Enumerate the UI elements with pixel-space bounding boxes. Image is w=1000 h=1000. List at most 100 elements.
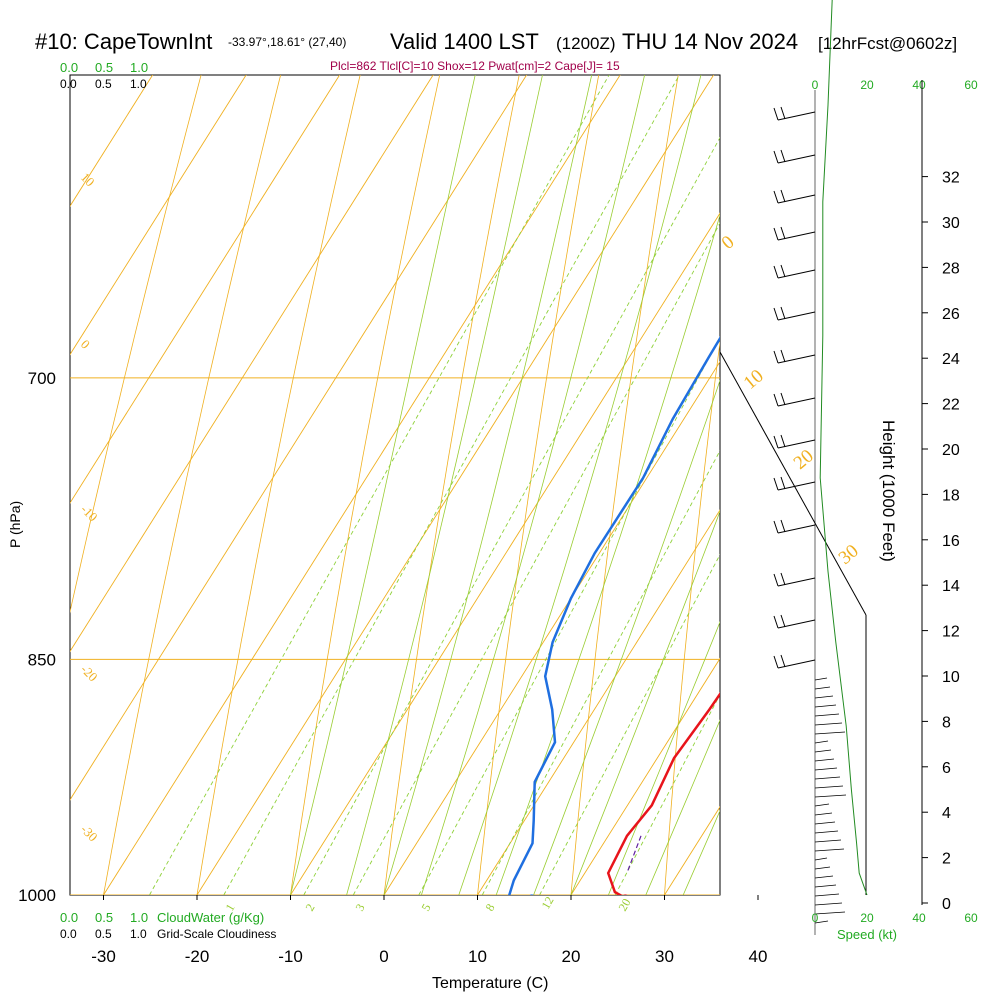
forecast-run: [12hrFcst@0602z] xyxy=(818,34,957,53)
height-axis-label: Height (1000 Feet) xyxy=(879,420,898,562)
mixing-ratio-label: 3 xyxy=(352,901,367,913)
wind-barb-flag xyxy=(780,264,786,278)
isotherm xyxy=(70,75,434,653)
isotherm-label: 10 xyxy=(78,170,98,190)
wind-barb-low xyxy=(814,902,843,906)
wind-barb xyxy=(777,397,816,407)
wind-barb xyxy=(777,481,816,491)
wind-barb-low xyxy=(814,713,840,717)
temperature-profile xyxy=(606,691,720,895)
wind-barb-low xyxy=(814,686,831,690)
wind-barb xyxy=(777,154,816,164)
adiabat-label: 0 xyxy=(718,232,739,254)
speed-tick-bottom: 0 xyxy=(812,911,819,925)
cloud-top-green-1: 0.5 xyxy=(95,60,113,75)
isotherm xyxy=(0,0,435,924)
station-coords: -33.97°,18.61° (27,40) xyxy=(228,35,346,49)
cloud-bottom-green-2: 1.0 xyxy=(130,910,148,925)
wind-barb-flag xyxy=(773,615,779,629)
valid-time: Valid 1400 LST xyxy=(390,29,539,54)
wind-barb-low xyxy=(814,776,841,780)
speed-tick-top: 40 xyxy=(912,78,926,92)
isotherm xyxy=(70,75,154,207)
mixing-ratio-label: 20 xyxy=(615,896,633,913)
wind-barb xyxy=(777,524,816,534)
wind-barb-flag xyxy=(773,150,779,164)
mixing-ratio-label: 2 xyxy=(302,901,317,913)
dry-adiabat xyxy=(851,0,1000,924)
parcel-path xyxy=(626,835,642,874)
cloud-water-label: CloudWater (g/Kg) xyxy=(157,910,264,925)
wind-barb-flag xyxy=(773,435,779,449)
mixing-ratio-label: 12 xyxy=(538,894,556,911)
wind-barb xyxy=(777,231,816,241)
isotherm xyxy=(0,0,809,924)
wind-barb-flag xyxy=(780,392,786,406)
wind-barb-flag xyxy=(773,477,779,491)
wind-barb xyxy=(777,659,816,669)
pressure-tick-label: 1000 xyxy=(18,886,56,905)
wind-barb-low xyxy=(814,785,844,789)
wind-barb-flag xyxy=(773,393,779,407)
height-tick-label: 30 xyxy=(942,215,960,232)
height-tick-label: 20 xyxy=(942,442,960,459)
height-tick-label: 6 xyxy=(942,760,951,777)
height-tick-label: 28 xyxy=(942,260,960,277)
height-tick-label: 12 xyxy=(942,624,960,641)
isotherm xyxy=(0,0,715,924)
isotherm xyxy=(570,657,720,895)
moist-adiabat xyxy=(290,75,476,895)
cloud-top-black-1: 0.5 xyxy=(95,77,112,91)
mixing-ratio-line xyxy=(149,75,610,895)
speed-tick-bottom: 40 xyxy=(912,911,926,925)
dry-adiabat xyxy=(196,75,361,895)
dry-adiabat xyxy=(664,338,720,895)
wind-barb xyxy=(777,311,816,321)
wind-barb-flag xyxy=(773,107,779,121)
isotherm-label: -20 xyxy=(78,662,101,685)
wind-barb-low xyxy=(814,920,829,924)
wind-barb-flag xyxy=(780,149,786,163)
cloud-scale-top: 0.0 0.5 1.0 0.0 0.5 1.0 xyxy=(60,60,148,91)
wind-barb-flag xyxy=(780,654,786,668)
cloud-top-black-0: 0.0 xyxy=(60,77,77,91)
cloud-top-black-2: 1.0 xyxy=(130,77,147,91)
wind-barb-flag xyxy=(780,476,786,490)
cloud-top-green-0: 0.0 xyxy=(60,60,78,75)
wind-barb-flag xyxy=(773,350,779,364)
isotherm xyxy=(663,806,720,895)
mixing-ratio-line xyxy=(539,553,720,895)
wind-barb-flag xyxy=(773,655,779,669)
dry-adiabat xyxy=(477,75,600,895)
mixing-ratio-line xyxy=(303,136,720,895)
pressure-tick-label: 850 xyxy=(28,650,56,669)
isotherm xyxy=(0,0,341,924)
mixing-ratio-label: 5 xyxy=(418,901,433,913)
height-tick-label: 32 xyxy=(942,170,960,187)
height-tick-label: 16 xyxy=(942,533,960,550)
dry-adiabat xyxy=(383,75,520,895)
wind-barb xyxy=(777,577,816,587)
x-axis-label: Temperature (C) xyxy=(432,975,548,992)
wind-barb xyxy=(777,111,816,121)
wind-barb-flag xyxy=(780,519,786,533)
cloud-water-curve xyxy=(819,0,868,896)
wind-barb-low xyxy=(814,767,838,771)
height-tick-label: 2 xyxy=(942,851,951,868)
isotherm xyxy=(289,212,720,895)
wind-barb-low xyxy=(814,695,834,699)
wind-barb-low xyxy=(814,704,837,708)
cloud-scale-bottom: 0.0 0.5 1.0 CloudWater (g/Kg) 0.0 0.5 1.… xyxy=(60,910,276,941)
cloudiness-label: Grid-Scale Cloudiness xyxy=(157,927,276,941)
wind-barb-low xyxy=(814,812,833,816)
wind-barb-low xyxy=(814,749,832,753)
surface-dewpoint-marker xyxy=(529,894,534,895)
wind-barb-low xyxy=(814,848,845,852)
height-tick-label: 0 xyxy=(942,896,951,913)
x-tick-label: 10 xyxy=(468,947,487,966)
mixing-ratio-label: 8 xyxy=(482,901,497,913)
x-tick-label: -30 xyxy=(91,947,116,966)
wind-barb-low xyxy=(814,839,842,843)
